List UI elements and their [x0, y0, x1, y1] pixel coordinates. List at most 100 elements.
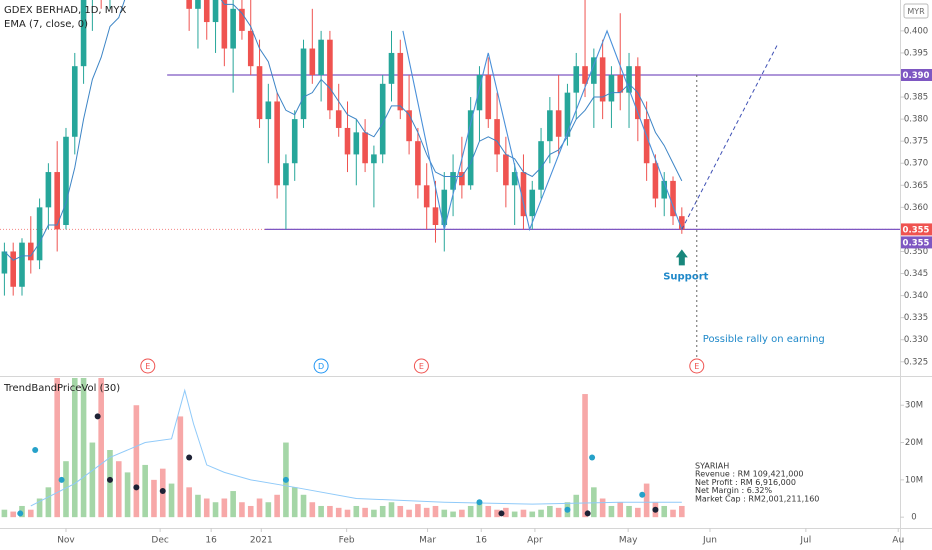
volume-dot	[17, 510, 24, 517]
candle-body	[547, 110, 553, 142]
y-tick-label: 0.400	[904, 26, 928, 36]
candle-body	[388, 52, 395, 84]
candle-body	[397, 52, 404, 111]
volume-bar	[256, 498, 263, 518]
candle-body	[485, 75, 492, 120]
symbol-title: GDEX BERHAD, 1D, MYX	[4, 5, 126, 16]
annotation: Support	[663, 271, 708, 282]
volume-bar	[520, 509, 527, 518]
volume-bar	[327, 505, 333, 518]
candle-body	[36, 207, 43, 261]
volume-dot	[133, 484, 140, 491]
volume-bar	[679, 505, 685, 518]
candle-body	[379, 83, 386, 155]
candle-body	[599, 57, 606, 102]
candle-body	[450, 172, 456, 190]
y-tick-label: 0.395	[904, 48, 928, 58]
candle-body	[10, 251, 16, 287]
candle-body	[309, 48, 316, 75]
candle-body	[318, 39, 324, 75]
y-tick-label: 0	[911, 513, 916, 523]
volume-bar	[538, 509, 544, 518]
volume-bar	[1, 509, 8, 518]
price-label-box	[901, 236, 932, 249]
volume-bar	[274, 494, 280, 518]
y-tick-label: 0.335	[904, 313, 928, 323]
price-label-box	[901, 69, 932, 81]
candle-body	[467, 110, 474, 186]
volume-bar	[10, 511, 16, 518]
price-label: 0.355	[903, 238, 930, 248]
volume-dot	[584, 510, 591, 517]
y-tick-label: 0.370	[904, 159, 928, 169]
candle-body	[679, 216, 685, 230]
candle-body	[291, 119, 298, 164]
volume-bar	[459, 509, 465, 518]
volume-dot	[94, 413, 101, 420]
annotation: Possible rally on earning	[703, 334, 825, 345]
volume-bar	[80, 378, 87, 518]
volume-bar	[318, 505, 324, 518]
volume-dot	[58, 476, 65, 483]
volume-title: TrendBandPriceVol (30)	[3, 383, 120, 394]
volume-bar	[151, 479, 157, 518]
x-tick-label: Dec	[151, 536, 168, 546]
volume-bar	[168, 483, 175, 518]
y-tick-label: 0.345	[904, 269, 928, 279]
candle-body	[344, 127, 351, 155]
price-pane	[0, 0, 900, 296]
volume-bar	[371, 509, 377, 518]
info-line: SYARIAH	[695, 462, 729, 471]
candle-body	[582, 66, 588, 84]
volume-bar	[617, 502, 624, 518]
candle-body	[643, 119, 650, 164]
candle-body	[555, 110, 562, 137]
volume-bar	[89, 442, 96, 518]
volume-bar	[230, 491, 236, 518]
price-label-box	[901, 223, 932, 236]
volume-bar	[98, 378, 104, 518]
volume-bar	[45, 487, 52, 518]
volume-bar	[388, 502, 395, 518]
candle-body	[353, 132, 360, 155]
volume-bar	[133, 405, 140, 518]
candle-body	[371, 154, 377, 164]
volume-bar	[221, 498, 228, 518]
candle-body	[195, 0, 201, 9]
candle-body	[591, 57, 597, 84]
volume-bar	[432, 505, 439, 518]
candle-body	[212, 0, 219, 23]
volume-bar	[203, 498, 210, 518]
candle-body	[608, 75, 615, 102]
y-tick-label: 0.385	[904, 93, 928, 103]
y-tick-label: 0.360	[904, 203, 928, 213]
candle-body	[239, 8, 245, 31]
candle-body	[564, 92, 571, 137]
candle-body	[494, 119, 500, 155]
volume-dot	[639, 491, 646, 498]
x-tick-label: Nov	[57, 536, 75, 546]
volume-bar	[599, 498, 606, 518]
volume-bar	[142, 464, 148, 518]
candle-body	[670, 180, 676, 217]
candle-body	[529, 189, 536, 217]
event-label: E	[694, 362, 699, 371]
volume-dot	[498, 510, 505, 517]
candle-body	[1, 251, 8, 274]
y-tick-label: 0.380	[904, 115, 928, 125]
y-tick-label: 0.325	[904, 357, 928, 367]
candle-body	[661, 180, 668, 199]
volume-dot	[282, 476, 289, 483]
y-tick-label: 10M	[905, 475, 923, 485]
candle-body	[283, 163, 289, 186]
volume-bar	[107, 450, 113, 518]
candle-body	[247, 30, 254, 67]
volume-dot	[476, 499, 483, 506]
volume-bar	[195, 494, 201, 518]
candle-body	[335, 110, 342, 128]
volume-bar	[36, 498, 43, 518]
event-marker	[413, 358, 429, 374]
currency: MYR	[907, 7, 925, 16]
